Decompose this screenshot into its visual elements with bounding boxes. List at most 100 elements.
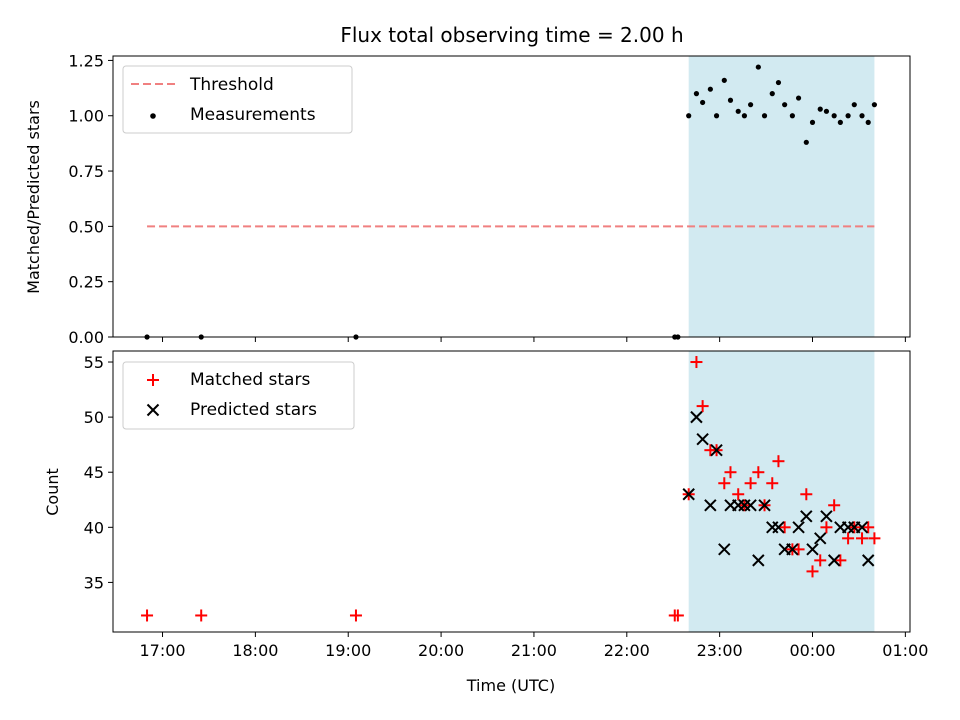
matched-star-point: [806, 565, 819, 578]
y-tick-label: 50: [84, 408, 104, 427]
x-tick-label: 22:00: [604, 641, 650, 660]
top-panel-x-ticks: [162, 337, 906, 342]
bottom-panel-y-axis-label: Count: [43, 468, 62, 516]
top-panel-shaded-region: [688, 56, 875, 337]
measurement-point: [748, 102, 754, 108]
measurement-point: [755, 64, 761, 70]
y-tick-label: 55: [84, 353, 104, 372]
measurement-point: [713, 113, 720, 119]
predicted-star-point: [827, 554, 841, 567]
legend-matched-label: Matched stars: [190, 370, 310, 390]
predicted-star-point: [855, 521, 869, 534]
measurement-point: [859, 113, 865, 119]
y-tick-label: 40: [84, 518, 104, 537]
bottom-panel-series: [141, 356, 881, 622]
matched-star-point: [828, 499, 841, 512]
predicted-star-point: [758, 499, 771, 512]
predicted-star-point: [814, 532, 827, 545]
measurement-point: [865, 119, 871, 125]
bottom-panel-x-ticks: 17:00 18:00 19:00 20:00 21:00 22:00 23:00 00:00…: [139, 632, 928, 660]
measurement-point: [686, 113, 692, 119]
bottom-panel: 17:00 18:00 19:00 20:00 21:00 22:00 23:00 00:00…: [43, 350, 928, 695]
top-panel-y-axis-label: Matched/Predicted stars: [24, 100, 43, 294]
measurement-point: [700, 99, 706, 106]
matched-star-point: [814, 554, 827, 567]
measurement-point: [817, 106, 823, 112]
legend-measurements-label: Measurements: [190, 105, 316, 125]
bottom-panel-frame: [112, 350, 911, 633]
predicted-star-point: [696, 432, 709, 446]
measurement-point: [809, 119, 816, 125]
bottom-panel-legend: Matched stars Predicted stars: [122, 361, 355, 430]
predicted-star-point: [744, 499, 757, 512]
chart-title: Flux total observing time = 2.00 h: [340, 23, 683, 47]
top-panel-y-ticks: 0.00 0.25 0.50 0.75 1.00 1.25: [68, 51, 113, 347]
measurement-point: [735, 108, 741, 114]
measurement-point: [782, 102, 788, 108]
predicted-star-point: [704, 499, 717, 512]
bottom-legend-box: [122, 361, 355, 430]
legend-matched-swatch: [147, 374, 159, 386]
matched-star-point: [862, 521, 875, 534]
measurement-point: [707, 86, 713, 92]
top-panel-legend: Threshold Measurements: [122, 65, 353, 134]
measurement-point: [845, 113, 851, 119]
matched-star-point: [778, 521, 791, 534]
top-panel: 0.00 0.25 0.50 0.75 1.00 1.25 Matched/Predict…: [24, 51, 911, 347]
predicted-star-point: [710, 443, 723, 457]
bottom-panel-shaded-region: [688, 351, 875, 632]
measurement-point: [761, 113, 768, 119]
measurement-point: [693, 91, 700, 97]
x-tick-label: 01:00: [882, 641, 928, 660]
measurement-point: [831, 113, 837, 119]
x-tick-label: 23:00: [697, 641, 743, 660]
top-panel-series: [144, 64, 878, 340]
matched-star-point: [766, 477, 779, 490]
predicted-star-point: [690, 410, 703, 424]
measurement-point: [803, 139, 809, 145]
x-axis-label: Time (UTC): [466, 676, 555, 695]
measurement-point: [851, 102, 857, 108]
measurement-point: [837, 119, 843, 125]
matched-star-point: [800, 488, 813, 501]
predicted-star-point: [806, 543, 819, 556]
top-legend-box: [122, 65, 353, 134]
y-tick-label: 45: [84, 463, 104, 482]
top-panel-frame: [112, 55, 911, 338]
predicted-star-point: [800, 510, 813, 523]
matched-star-point: [690, 356, 703, 369]
legend-predicted-swatch: [146, 403, 160, 417]
matched-star-point: [349, 609, 362, 622]
y-tick-label: 0.25: [68, 273, 104, 292]
legend-predicted-label: Predicted stars: [190, 400, 317, 420]
legend-threshold-label: Threshold: [189, 75, 274, 95]
matched-star-point: [718, 477, 731, 490]
y-tick-label: 1.00: [68, 107, 104, 126]
y-tick-label: 0.75: [68, 162, 104, 181]
predicted-star-point: [786, 543, 799, 556]
bottom-panel-y-ticks: 35 40 45 50 55: [84, 353, 113, 592]
measurement-point: [795, 95, 802, 101]
y-tick-label: 35: [84, 573, 104, 592]
matched-star-point: [732, 488, 745, 501]
matched-star-point: [195, 609, 208, 622]
y-tick-label: 1.25: [68, 51, 104, 70]
x-tick-label: 00:00: [789, 641, 835, 660]
matched-star-point: [772, 455, 785, 468]
y-tick-label: 0.00: [68, 328, 104, 347]
legend-measurements-swatch: [150, 113, 156, 119]
x-tick-label: 21:00: [511, 641, 557, 660]
matched-star-point: [671, 609, 684, 622]
measurement-point: [769, 91, 775, 97]
predicted-star-point: [682, 488, 695, 501]
measurement-point: [727, 97, 734, 103]
measurement-point: [775, 79, 782, 86]
predicted-star-point: [862, 554, 875, 567]
measurement-point: [871, 102, 878, 108]
predicted-star-point: [792, 521, 805, 534]
x-tick-label: 19:00: [325, 641, 371, 660]
measurement-point: [789, 113, 795, 119]
matched-star-point: [724, 466, 737, 479]
matched-star-point: [752, 466, 765, 479]
